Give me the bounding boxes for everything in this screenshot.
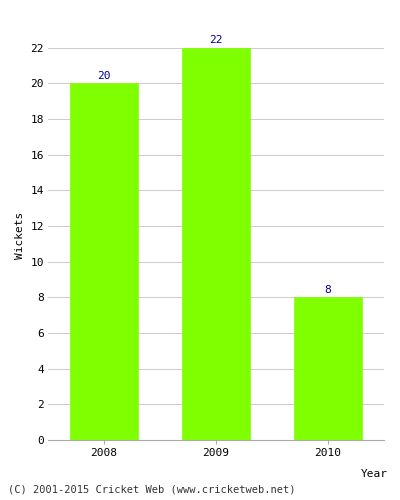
Bar bbox=[294, 298, 362, 440]
Y-axis label: Wickets: Wickets bbox=[15, 212, 25, 258]
Bar bbox=[182, 48, 250, 440]
Text: 22: 22 bbox=[209, 35, 223, 45]
Text: 8: 8 bbox=[325, 284, 331, 294]
Text: Year: Year bbox=[360, 468, 387, 478]
Text: (C) 2001-2015 Cricket Web (www.cricketweb.net): (C) 2001-2015 Cricket Web (www.cricketwe… bbox=[8, 485, 296, 495]
Text: 20: 20 bbox=[97, 71, 111, 81]
Bar bbox=[70, 84, 138, 440]
